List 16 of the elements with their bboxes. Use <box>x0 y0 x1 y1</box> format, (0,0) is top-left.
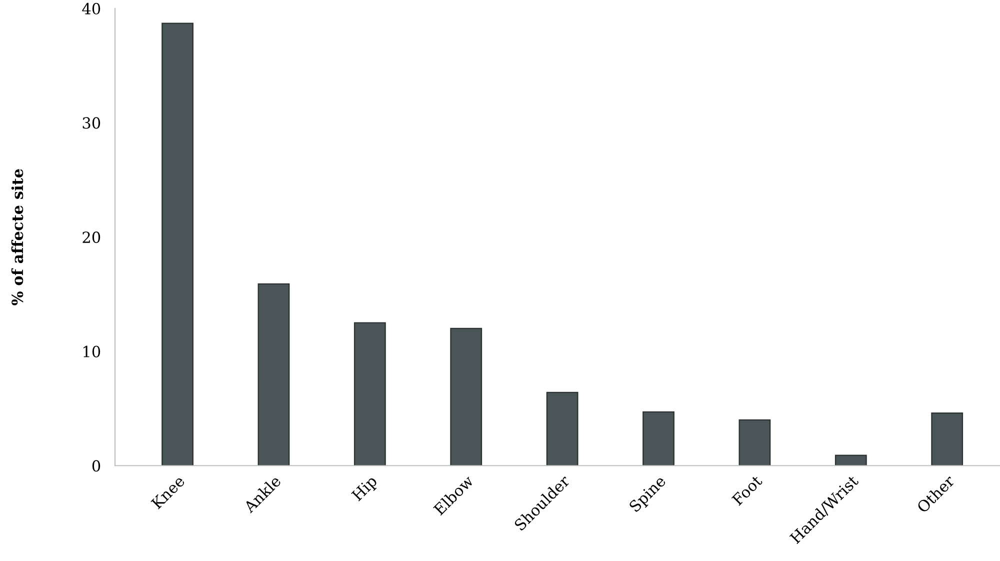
bar <box>738 419 771 466</box>
y-tick-label: 0 <box>92 460 100 472</box>
y-axis-title: % of affecte site <box>11 169 24 306</box>
y-tick-label: 20 <box>82 231 100 244</box>
bar <box>450 328 482 466</box>
bar <box>642 411 674 466</box>
bar <box>258 283 290 466</box>
y-tick-label: 30 <box>82 117 100 129</box>
bar <box>931 412 964 466</box>
bar <box>834 454 867 466</box>
bar <box>546 392 578 466</box>
bar <box>162 22 194 466</box>
x-tick-label: Hip <box>350 474 380 504</box>
y-tick-label: 10 <box>84 346 100 358</box>
y-tick-label: 40 <box>82 2 100 14</box>
bar <box>354 322 386 466</box>
